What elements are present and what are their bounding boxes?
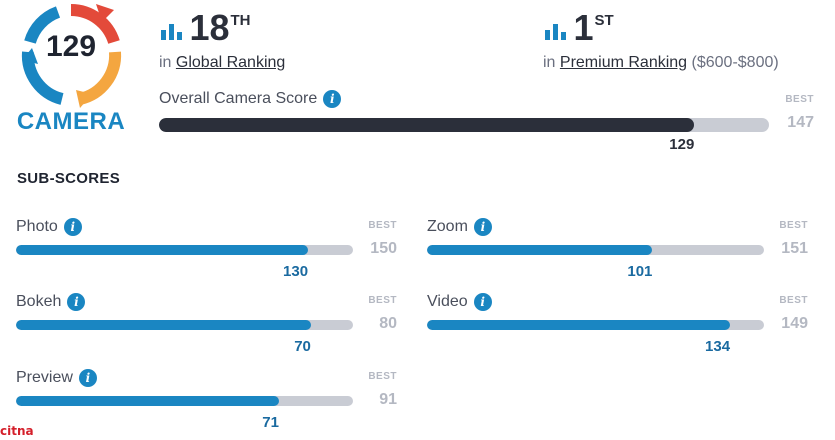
overall-best-tag: BEST xyxy=(785,94,814,105)
subscore-best-tag: BEST xyxy=(368,295,397,306)
info-icon[interactable]: i xyxy=(78,369,97,387)
overall-score-bar xyxy=(159,118,769,132)
subscore-fill xyxy=(16,245,309,255)
subscore-photo: Photo i xyxy=(16,218,82,236)
subscore-best-tag: BEST xyxy=(779,220,808,231)
overall-score-label: Overall Camera Score xyxy=(159,90,318,108)
subscore-value: 101 xyxy=(627,263,653,280)
premium-rank-number: 1 xyxy=(573,7,594,48)
subscore-bar xyxy=(16,396,353,406)
subscore-bar xyxy=(427,320,764,330)
subscore-bar xyxy=(16,245,353,255)
global-ranking-prefix: in xyxy=(159,54,172,71)
subscore-fill xyxy=(16,320,311,330)
subscore-bokeh: Bokeh i xyxy=(16,293,86,311)
score-ring-icon xyxy=(21,4,122,108)
subscore-label: Preview xyxy=(16,369,73,387)
subscore-preview: Preview i xyxy=(16,369,97,387)
category-label: CAMERA xyxy=(16,108,126,135)
subscore-zoom: Zoom i xyxy=(427,218,492,236)
subscore-best-value: 151 xyxy=(781,240,808,257)
subscore-fill xyxy=(427,320,731,330)
subscores-title: SUB-SCORES xyxy=(17,170,121,187)
subscore-label: Zoom xyxy=(427,218,468,236)
info-icon[interactable]: i xyxy=(63,218,82,236)
premium-price-range: ($600-$800) xyxy=(691,54,779,71)
subscore-bar xyxy=(427,245,764,255)
ranking-bars-icon xyxy=(545,24,566,40)
premium-ranking: 1ST xyxy=(543,10,614,46)
subscore-best-tag: BEST xyxy=(779,295,808,306)
premium-ranking-link[interactable]: Premium Ranking xyxy=(559,54,688,71)
subscore-value: 70 xyxy=(294,338,311,355)
overall-score-value: 129 xyxy=(669,136,695,153)
subscore-value: 130 xyxy=(283,263,309,280)
global-ranking-caption: in Global Ranking xyxy=(159,54,285,72)
watermark-text: citna xyxy=(0,424,34,438)
watermark-logo: citna xyxy=(0,424,46,440)
global-ranking-link[interactable]: Global Ranking xyxy=(175,54,286,71)
subscore-best-tag: BEST xyxy=(368,371,397,382)
subscore-label: Photo xyxy=(16,218,58,236)
global-rank-number: 18 xyxy=(189,7,230,48)
subscore-best-tag: BEST xyxy=(368,220,397,231)
subscore-best-value: 149 xyxy=(781,315,808,332)
global-rank-suffix: TH xyxy=(230,12,251,29)
info-icon[interactable]: i xyxy=(473,218,492,236)
subscore-best-value: 80 xyxy=(379,315,397,332)
global-ranking: 18TH xyxy=(159,10,251,46)
overall-best-value: 147 xyxy=(787,114,814,131)
ranking-bars-icon xyxy=(161,24,182,40)
premium-rank-suffix: ST xyxy=(594,12,614,29)
subscore-bar xyxy=(16,320,353,330)
info-icon[interactable]: i xyxy=(323,90,342,108)
subscore-video: Video i xyxy=(427,293,492,311)
premium-ranking-caption: in Premium Ranking ($600-$800) xyxy=(543,54,779,72)
dxomark-badge xyxy=(18,2,124,108)
subscore-best-value: 91 xyxy=(379,391,397,408)
info-icon[interactable]: i xyxy=(67,293,86,311)
subscore-value: 134 xyxy=(705,338,731,355)
premium-ranking-prefix: in xyxy=(543,54,556,71)
subscore-label: Video xyxy=(427,293,468,311)
overall-score-row: Overall Camera Score i xyxy=(159,90,342,108)
overall-score-fill xyxy=(159,118,695,132)
subscore-best-value: 150 xyxy=(370,240,397,257)
badge-score: 129 xyxy=(45,30,97,63)
subscore-fill xyxy=(427,245,653,255)
subscore-value: 71 xyxy=(262,414,279,431)
info-icon[interactable]: i xyxy=(473,293,492,311)
subscore-label: Bokeh xyxy=(16,293,62,311)
subscore-fill xyxy=(16,396,279,406)
